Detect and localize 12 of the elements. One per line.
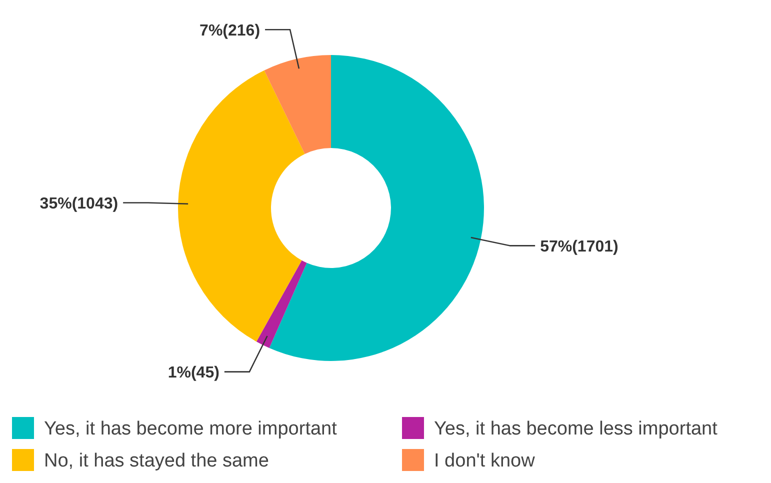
donut-slice xyxy=(256,260,307,348)
donut-slice xyxy=(264,55,331,154)
legend-label: I don't know xyxy=(434,450,536,472)
data-label: 1%(45) xyxy=(168,364,220,382)
data-label: 7%(216) xyxy=(200,22,260,40)
legend-label: Yes, it has become less important xyxy=(434,418,718,440)
legend-label: Yes, it has become more important xyxy=(44,418,338,440)
data-label: 57%(1701) xyxy=(540,238,618,256)
legend-label: No, it has stayed the same xyxy=(44,450,269,472)
donut-slice xyxy=(178,70,305,342)
data-label: 35%(1043) xyxy=(40,195,118,212)
donut-slice xyxy=(269,55,484,361)
